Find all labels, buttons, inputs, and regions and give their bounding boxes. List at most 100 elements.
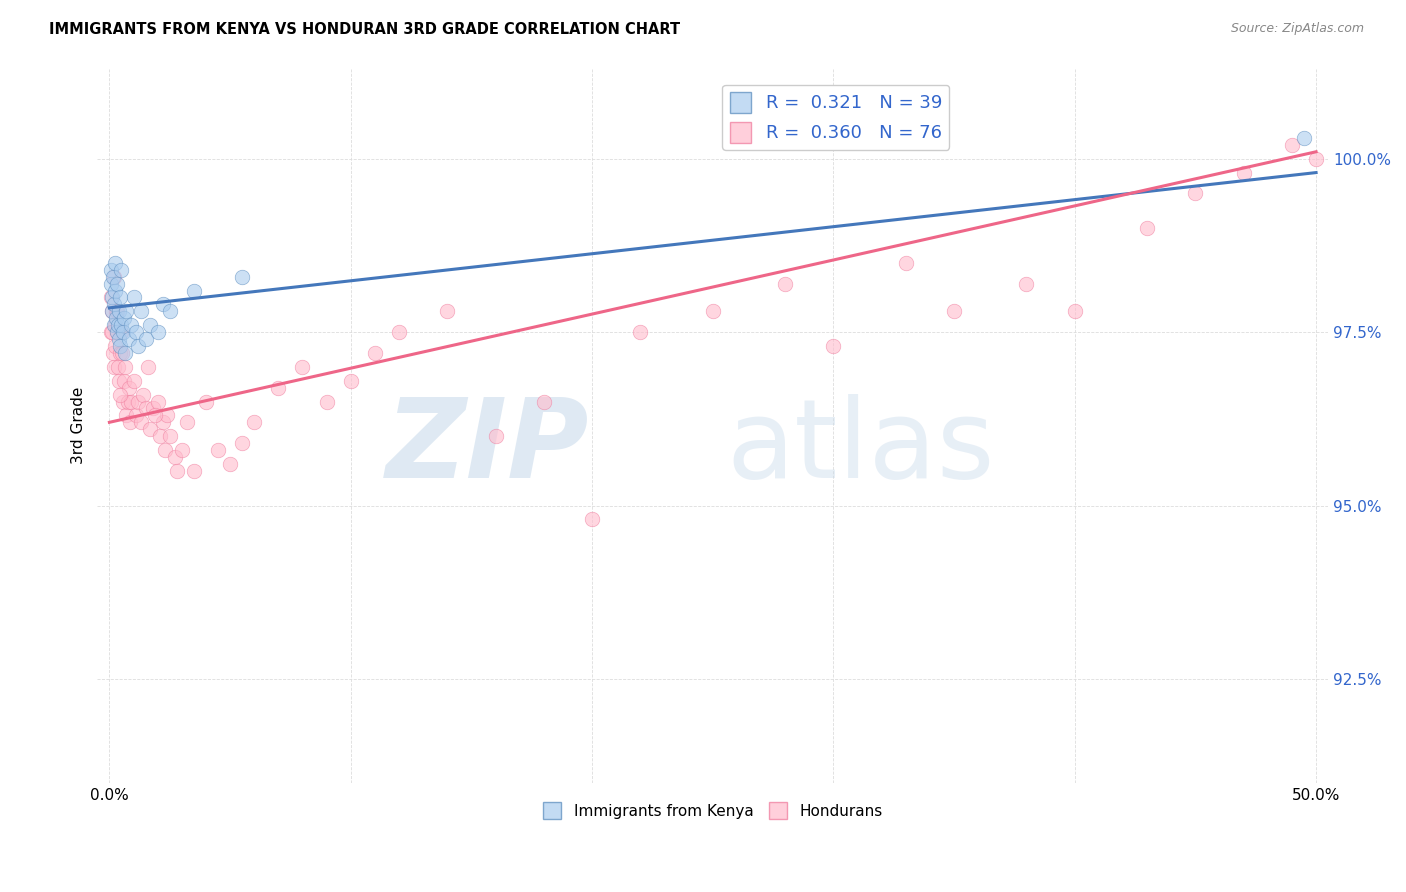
Point: [101, 346, 124, 360]
Point: [111, 394, 134, 409]
Point: [104, 284, 127, 298]
Text: Source: ZipAtlas.com: Source: ZipAtlas.com: [1230, 22, 1364, 36]
Point: [105, 304, 128, 318]
Point: [107, 318, 129, 333]
Point: [105, 325, 128, 339]
Point: [159, 429, 181, 443]
Point: [139, 318, 162, 333]
Point: [894, 256, 917, 270]
Point: [114, 346, 136, 360]
Point: [101, 269, 124, 284]
Point: [103, 269, 125, 284]
Point: [114, 359, 136, 374]
Point: [117, 394, 139, 409]
Point: [103, 318, 125, 333]
Point: [107, 332, 129, 346]
Point: [101, 304, 124, 318]
Point: [100, 262, 122, 277]
Point: [1063, 304, 1085, 318]
Point: [111, 325, 134, 339]
Point: [118, 381, 141, 395]
Point: [108, 290, 131, 304]
Point: [143, 409, 166, 423]
Point: [132, 387, 155, 401]
Point: [267, 381, 290, 395]
Point: [105, 311, 128, 326]
Point: [1136, 221, 1159, 235]
Point: [139, 422, 162, 436]
Point: [823, 339, 845, 353]
Point: [315, 394, 337, 409]
Point: [159, 304, 181, 318]
Point: [101, 325, 124, 339]
Point: [1233, 165, 1256, 179]
Point: [122, 374, 145, 388]
Point: [110, 325, 132, 339]
Point: [194, 394, 217, 409]
Point: [115, 409, 138, 423]
Point: [120, 318, 142, 333]
Point: [103, 359, 125, 374]
Point: [702, 304, 724, 318]
Point: [231, 436, 253, 450]
Point: [533, 394, 555, 409]
Point: [104, 339, 127, 353]
Point: [364, 346, 387, 360]
Point: [100, 277, 122, 291]
Point: [125, 409, 148, 423]
Point: [1292, 131, 1315, 145]
Point: [110, 318, 132, 333]
Point: [115, 304, 138, 318]
Point: [1015, 277, 1038, 291]
Point: [127, 394, 149, 409]
Point: [176, 415, 198, 429]
Point: [105, 277, 128, 291]
Point: [111, 346, 134, 360]
Point: [104, 256, 127, 270]
Point: [152, 415, 174, 429]
Point: [152, 297, 174, 311]
Point: [484, 429, 506, 443]
Point: [135, 401, 157, 416]
Point: [628, 325, 651, 339]
Point: [122, 290, 145, 304]
Point: [110, 339, 132, 353]
Point: [1281, 137, 1303, 152]
Point: [110, 346, 132, 360]
Text: IMMIGRANTS FROM KENYA VS HONDURAN 3RD GRADE CORRELATION CHART: IMMIGRANTS FROM KENYA VS HONDURAN 3RD GR…: [49, 22, 681, 37]
Point: [436, 304, 458, 318]
Point: [773, 277, 796, 291]
Point: [135, 332, 157, 346]
Point: [129, 304, 152, 318]
Point: [170, 443, 193, 458]
Point: [105, 325, 128, 339]
Point: [388, 325, 411, 339]
Point: [943, 304, 966, 318]
Point: [112, 311, 135, 326]
Point: [107, 359, 129, 374]
Point: [108, 387, 131, 401]
Point: [125, 325, 148, 339]
Point: [100, 325, 122, 339]
Point: [129, 415, 152, 429]
Point: [581, 512, 603, 526]
Point: [108, 304, 131, 318]
Point: [339, 374, 361, 388]
Point: [156, 409, 179, 423]
Point: [104, 318, 127, 333]
Point: [112, 374, 135, 388]
Point: [163, 450, 186, 464]
Point: [127, 339, 149, 353]
Point: [136, 359, 159, 374]
Point: [153, 443, 176, 458]
Point: [105, 304, 128, 318]
Point: [142, 401, 165, 416]
Point: [120, 394, 142, 409]
Y-axis label: 3rd Grade: 3rd Grade: [72, 387, 86, 465]
Point: [231, 269, 253, 284]
Point: [100, 290, 122, 304]
Point: [1305, 152, 1327, 166]
Point: [110, 262, 132, 277]
Point: [101, 304, 124, 318]
Point: [207, 443, 229, 458]
